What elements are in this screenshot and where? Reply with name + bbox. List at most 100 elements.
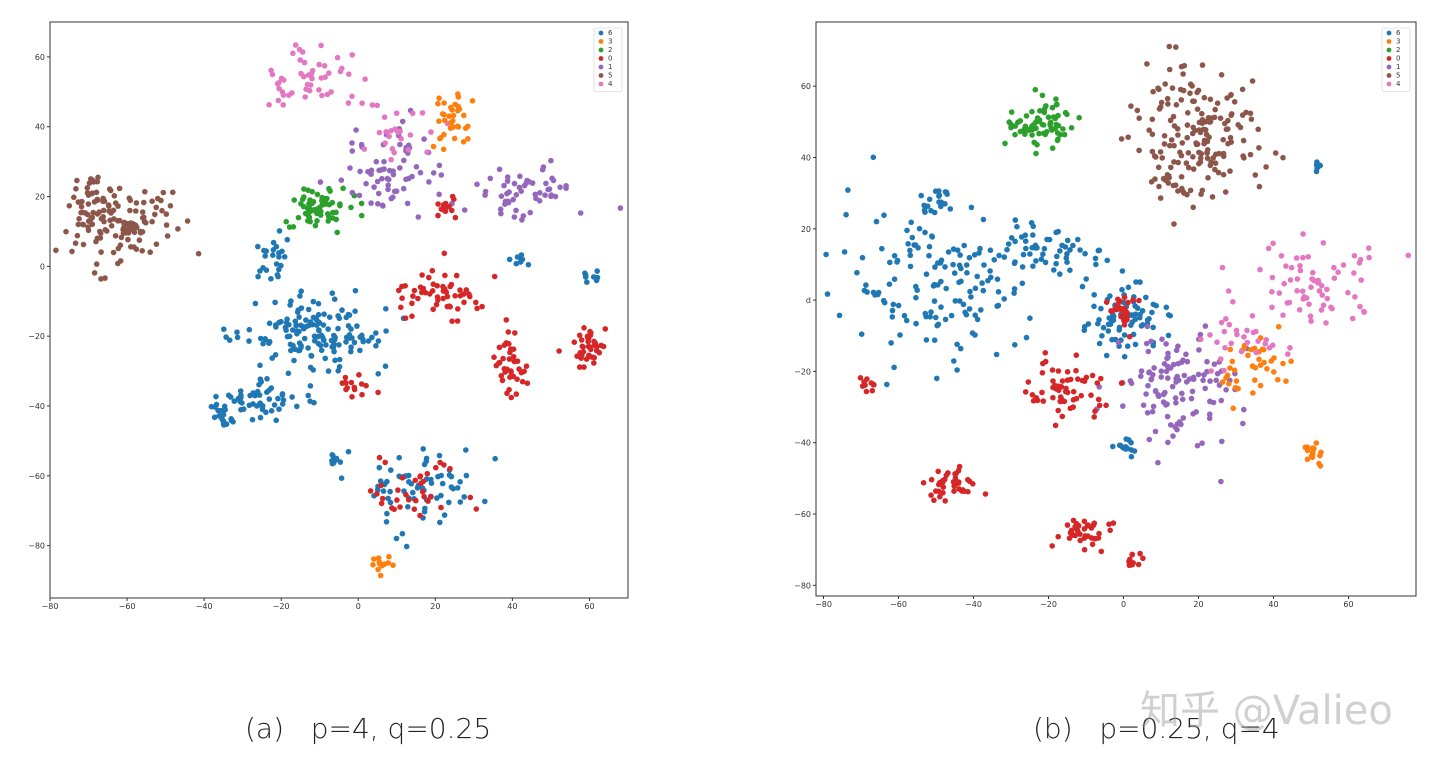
point-0	[1130, 297, 1136, 303]
x-tick-label: 20	[430, 602, 440, 611]
point-5	[164, 233, 171, 239]
point-1	[349, 189, 356, 196]
point-6	[863, 282, 869, 288]
point-0	[374, 491, 380, 497]
point-1	[404, 200, 411, 207]
point-6	[993, 351, 1000, 358]
point-4	[349, 93, 355, 100]
point-0	[580, 348, 587, 355]
point-4	[269, 71, 276, 78]
point-3	[1257, 382, 1264, 389]
point-5	[1134, 107, 1141, 114]
point-0	[376, 454, 383, 461]
point-5	[1204, 155, 1211, 162]
point-1	[1213, 377, 1219, 384]
point-2	[1049, 104, 1056, 111]
point-6	[935, 282, 941, 288]
point-0	[424, 470, 431, 477]
point-6	[258, 379, 265, 385]
point-6	[346, 335, 353, 341]
point-6	[285, 370, 292, 377]
point-5	[71, 194, 77, 201]
point-2	[358, 200, 365, 207]
point-6	[237, 398, 243, 405]
point-6	[870, 154, 877, 161]
point-1	[349, 148, 356, 154]
point-5	[1196, 149, 1202, 156]
point-1	[513, 207, 519, 214]
point-6	[422, 505, 428, 512]
point-4	[1296, 307, 1303, 313]
point-5	[89, 221, 96, 228]
point-6	[1091, 303, 1097, 310]
point-6	[870, 289, 877, 296]
point-6	[255, 273, 261, 280]
point-6	[995, 302, 1002, 309]
point-6	[936, 188, 942, 194]
point-6	[351, 339, 358, 346]
point-6	[492, 455, 499, 462]
point-5	[1239, 112, 1246, 118]
point-6	[249, 416, 256, 423]
point-4	[278, 75, 285, 82]
point-6	[1011, 286, 1018, 292]
point-1	[1152, 428, 1159, 435]
point-5	[1179, 185, 1185, 192]
point-0	[1098, 548, 1105, 555]
point-6	[967, 288, 973, 295]
point-6	[294, 403, 300, 410]
point-6	[942, 264, 948, 270]
point-4	[1357, 303, 1363, 310]
point-0	[344, 385, 351, 391]
point-3	[455, 91, 461, 97]
point-6	[383, 519, 390, 525]
point-1	[1176, 419, 1183, 425]
point-6	[928, 309, 934, 315]
y-tick-label: −20	[794, 367, 811, 376]
point-3	[375, 555, 382, 561]
point-6	[336, 356, 343, 363]
point-6	[352, 287, 359, 294]
y-tick-label: −80	[28, 542, 45, 551]
point-5	[66, 203, 73, 209]
point-5	[142, 188, 148, 195]
point-0	[518, 369, 525, 376]
point-0	[1040, 398, 1047, 404]
point-1	[363, 180, 369, 187]
point-4	[1297, 267, 1304, 274]
point-0	[1109, 308, 1115, 315]
point-5	[1187, 187, 1194, 194]
point-5	[1168, 164, 1174, 171]
point-4	[1250, 329, 1257, 336]
point-6	[841, 249, 848, 255]
point-6	[257, 362, 263, 369]
point-0	[447, 304, 454, 310]
point-5	[108, 210, 114, 216]
point-6	[450, 485, 457, 492]
point-0	[411, 506, 418, 512]
point-2	[1055, 136, 1061, 142]
point-6	[980, 216, 987, 223]
point-5	[1256, 145, 1262, 151]
point-0	[859, 383, 866, 389]
point-1	[1159, 336, 1165, 343]
point-3	[1249, 363, 1256, 369]
point-3	[379, 563, 385, 569]
y-tick-label: 20	[801, 225, 811, 234]
point-1	[375, 201, 381, 207]
point-6	[1053, 229, 1059, 236]
point-1	[557, 184, 563, 190]
point-6	[1005, 241, 1012, 247]
point-1	[1207, 378, 1213, 384]
point-5	[1227, 134, 1234, 141]
point-1	[1152, 388, 1159, 394]
point-6	[1012, 259, 1018, 265]
point-6	[1083, 276, 1089, 282]
point-2	[301, 194, 307, 200]
point-5	[100, 207, 107, 214]
point-4	[1285, 351, 1291, 357]
point-0	[479, 303, 485, 310]
point-1	[1183, 351, 1189, 358]
point-5	[84, 190, 91, 196]
point-6	[276, 406, 282, 413]
